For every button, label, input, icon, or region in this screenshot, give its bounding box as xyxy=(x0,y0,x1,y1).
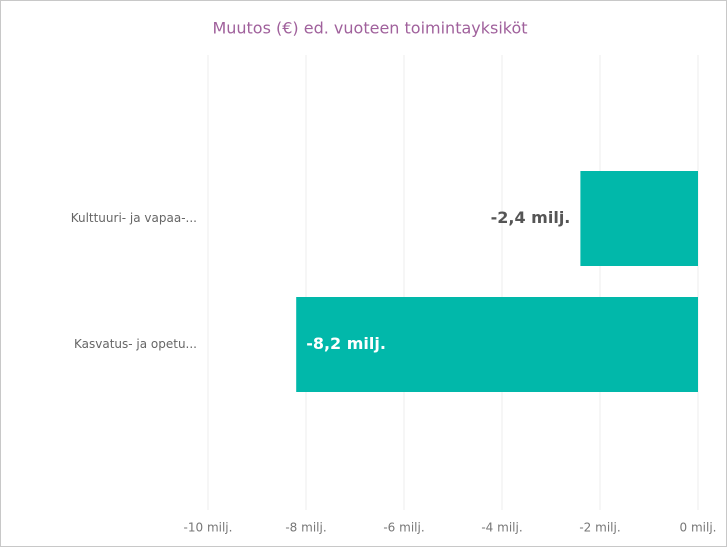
bar xyxy=(580,171,698,266)
y-tick-label: Kasvatus- ja opetu... xyxy=(74,337,197,351)
x-tick-label: -4 milj. xyxy=(481,521,522,535)
bar xyxy=(296,297,698,392)
data-label: -8,2 milj. xyxy=(306,334,386,353)
x-tick-label: -6 milj. xyxy=(383,521,424,535)
y-tick-label: Kulttuuri- ja vapaa-... xyxy=(71,211,197,225)
data-label: -2,4 milj. xyxy=(491,208,571,227)
chart-title: Muutos (€) ed. vuoteen toimintayksiköt xyxy=(212,19,527,38)
x-tick-label: -8 milj. xyxy=(285,521,326,535)
x-tick-label: 0 milj. xyxy=(680,521,717,535)
x-tick-label: -2 milj. xyxy=(579,521,620,535)
x-tick-label: -10 milj. xyxy=(184,521,233,535)
